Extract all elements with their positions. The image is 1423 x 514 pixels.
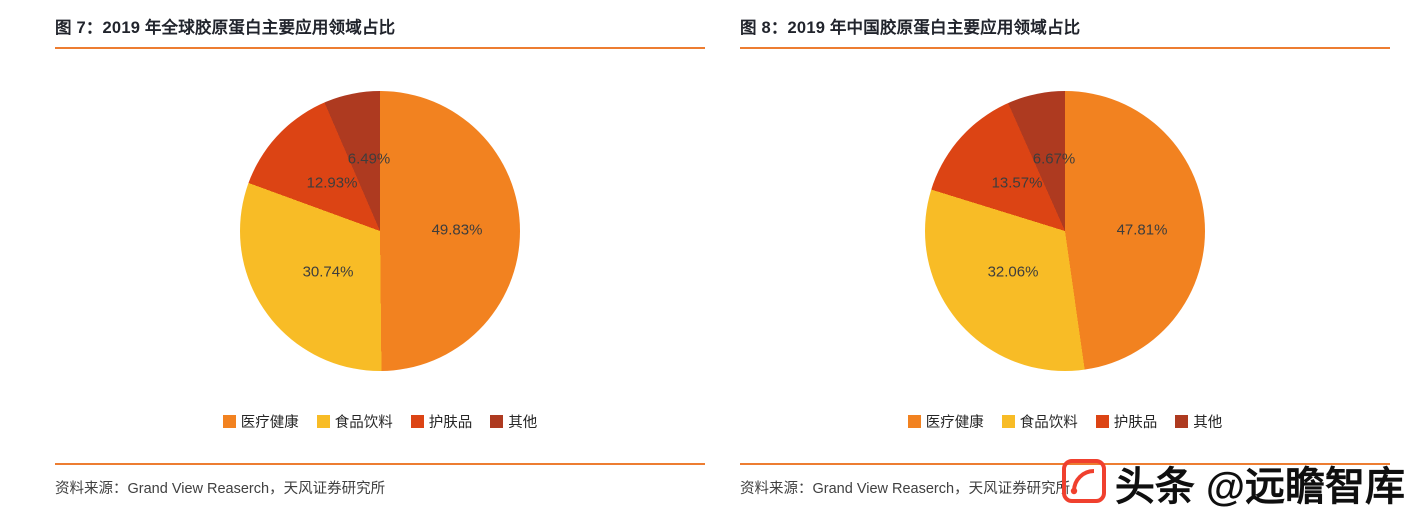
legend-item: 医疗健康: [907, 411, 984, 432]
pie-value-label: 6.49%: [347, 150, 391, 168]
legend-swatch: [410, 415, 424, 428]
legend-label: 医疗健康: [925, 415, 984, 431]
pie-value-label: 12.93%: [306, 174, 358, 192]
legend-swatch: [907, 415, 921, 428]
figure-8-column: 图 8：2019 年中国胶原蛋白主要应用领域占比 47.81% 32.06% 1…: [740, 0, 1390, 514]
pie-value-label: 30.74%: [302, 263, 354, 281]
toutiao-logo-icon: [1061, 458, 1107, 509]
legend-label: 其他: [508, 415, 538, 431]
legend-item: 食品饮料: [1001, 411, 1078, 432]
legend-item: 医疗健康: [222, 411, 299, 432]
pie-chart-global: 49.83% 30.74% 12.93% 6.49%: [240, 91, 520, 371]
pie-china: [925, 91, 1205, 371]
figure-7-column: 图 7：2019 年全球胶原蛋白主要应用领域占比 49.83% 30.74% 1…: [55, 0, 705, 514]
pie-value-label: 49.83%: [431, 221, 483, 239]
watermark: 头条 @远瞻智库: [1061, 454, 1405, 512]
figure-7-title: 图 7：2019 年全球胶原蛋白主要应用领域占比: [55, 19, 396, 37]
legend-label: 其他: [1193, 415, 1223, 431]
legend-label: 食品饮料: [1019, 415, 1078, 431]
title-rule: [55, 47, 705, 49]
legend-swatch: [1001, 415, 1015, 428]
pie-value-label: 6.67%: [1032, 150, 1076, 168]
legend-item: 其他: [1175, 411, 1222, 432]
legend-item: 食品饮料: [316, 411, 393, 432]
figure-8-title: 图 8：2019 年中国胶原蛋白主要应用领域占比: [740, 19, 1081, 37]
pie-global: [240, 91, 520, 371]
watermark-text: 头条 @远瞻智库: [1114, 465, 1405, 509]
legend-label: 食品饮料: [334, 415, 393, 431]
legend-item: 其他: [490, 411, 537, 432]
legend-swatch: [222, 415, 236, 428]
legend-swatch: [316, 415, 330, 428]
source-text: 资料来源：Grand View Reaserch，天风证券研究所: [740, 481, 1071, 497]
legend-swatch: [1095, 415, 1109, 428]
legend-swatch: [1175, 415, 1189, 428]
source-text: 资料来源：Grand View Reaserch，天风证券研究所: [55, 481, 386, 497]
source-rule: [55, 463, 705, 465]
legend: 医疗健康 食品饮料 护肤品 其他: [55, 411, 705, 432]
legend-label: 医疗健康: [240, 415, 299, 431]
pie-value-label: 47.81%: [1116, 221, 1168, 239]
legend-label: 护肤品: [428, 415, 473, 431]
legend-label: 护肤品: [1113, 415, 1158, 431]
source-block: 资料来源：Grand View Reaserch，天风证券研究所: [55, 454, 705, 498]
legend: 医疗健康 食品饮料 护肤品 其他: [740, 411, 1390, 432]
legend-item: 护肤品: [1095, 411, 1158, 432]
legend-item: 护肤品: [410, 411, 473, 432]
legend-swatch: [490, 415, 504, 428]
pie-value-label: 13.57%: [991, 174, 1043, 192]
pie-value-label: 32.06%: [987, 263, 1039, 281]
title-rule: [740, 47, 1390, 49]
pie-chart-china: 47.81% 32.06% 13.57% 6.67%: [925, 91, 1205, 371]
